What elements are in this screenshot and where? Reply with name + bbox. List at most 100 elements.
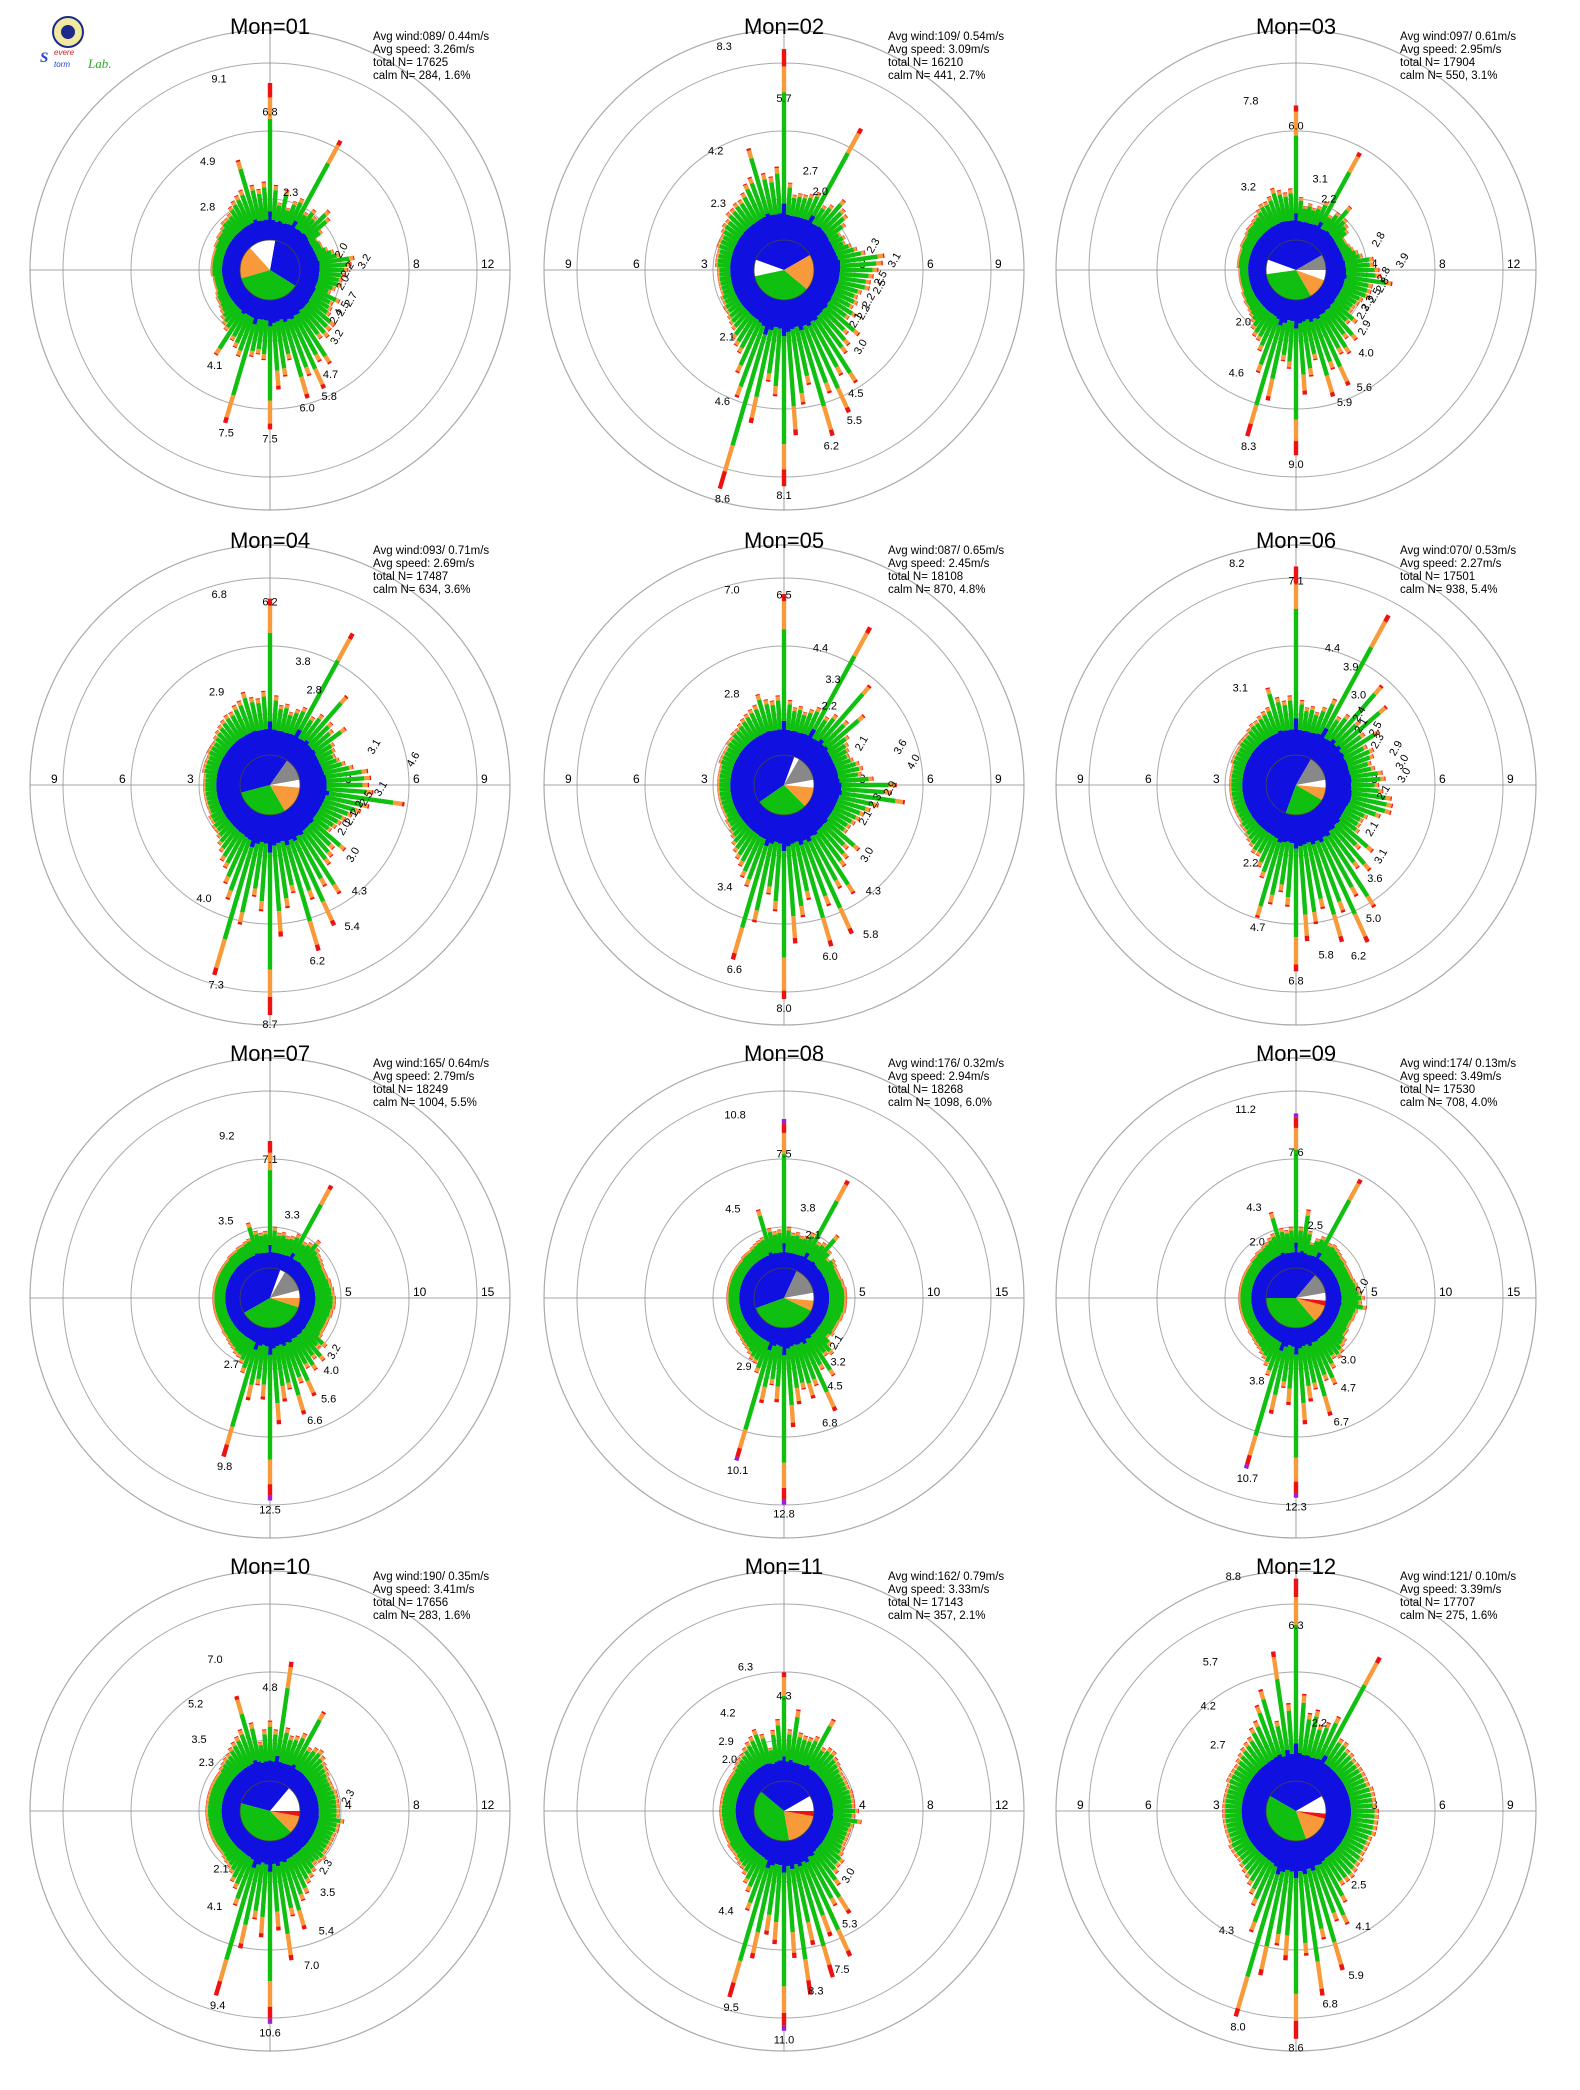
rose-bar-segment [1239,1845,1257,1861]
rose-bar-segment [1377,770,1382,776]
rose-bar-segment [726,1778,731,1784]
bar-value-label: 7.5 [219,428,234,440]
rose-bar-segment [295,1310,311,1322]
rose-bar-segment [1252,1865,1278,1923]
rose-bar-segment [208,1786,211,1791]
ring-label-left: 9 [51,772,58,786]
rose-bar-segment [330,1780,333,1785]
rose-bar-segment [348,255,354,261]
panel-stat-line: calm N= 275, 1.6% [1400,1610,1497,1622]
rose-bar-segment [768,298,780,331]
rose-bar-segment [1274,1324,1286,1341]
rose-bar-segment [731,325,737,331]
rose-bar-segment [739,750,762,769]
rose-bar-segment [259,814,268,843]
rose-bar-segment [1279,841,1290,885]
rose-bar-segment [1324,201,1330,204]
rose-bar-segment [722,801,735,810]
rose-bar-segment [781,957,787,991]
rose-bar-segment [1267,1320,1280,1336]
bar-value-label: 2.7 [1210,1739,1225,1751]
rose-bar-segment [220,719,226,725]
ring-label-right: 15 [1507,1285,1521,1299]
rose-bar-segment [732,1852,736,1856]
rose-bar-segment [838,1316,843,1322]
rose-bar-segment [734,1265,739,1270]
rose-bar-segment [1241,1315,1245,1321]
rose-bar-segment [756,699,771,732]
rose-bar-segment [241,1340,256,1369]
bar-value-label: 8.8 [1226,1571,1241,1583]
rose-bar-segment [255,813,266,845]
rose-bar-segment [1250,324,1257,330]
rose-bar-segment [792,1254,802,1271]
rose-bar-segment [1362,1305,1367,1311]
rose-bar-segment [284,1341,302,1378]
rose-bar-segment [237,1728,243,1732]
rose-bar-segment [730,208,736,214]
rose-bar-segment [736,1261,740,1266]
rose-bar-segment [285,208,291,211]
rose-bar-segment [222,1261,226,1266]
rose-bar-segment [1252,1337,1257,1342]
rose-bar-segment [843,1775,847,1780]
bar-value-label: 4.4 [813,643,828,655]
rose-bar-segment [837,279,866,290]
rose-bar-segment [235,1246,240,1249]
rose-bar-segment [1293,964,1299,972]
rose-bar-segment [300,1752,322,1775]
rose-bar-segment [312,1869,317,1873]
rose-bar-segment [726,1829,741,1839]
rose-bar-segment [284,898,290,907]
rose-bar-segment [222,320,228,325]
rose-bar-segment [848,303,854,310]
rose-bar-segment [310,241,321,249]
bar-value-label: 3.5 [218,1215,233,1227]
rose-bar-segment [1358,1291,1362,1296]
rose-bar-segment [1332,698,1338,702]
rose-bar-segment [796,728,817,760]
rose-bar-segment [240,1246,251,1260]
rose-bar-segment [267,1459,273,1485]
rose-bar-segment [1284,1233,1292,1254]
rose-bar-segment [824,1391,836,1408]
rose-bar-segment [298,1242,319,1265]
rose-bar-segment [1351,1866,1358,1873]
rose-bar-segment [284,227,299,246]
rose-bar-segment [305,1841,324,1859]
rose-bar-segment [720,1804,723,1809]
rose-bar-segment [314,1747,319,1751]
rose-bar-segment [1262,1247,1274,1262]
rose-bar-segment [1257,211,1272,230]
panel-title: Mon=04 [230,528,310,553]
rose-bar-segment [826,816,846,832]
rose-bar-segment [1230,1849,1234,1854]
rose-bar-segment [806,1827,825,1843]
rose-bar-segment [263,728,271,756]
rose-bar-segment [806,1200,839,1255]
rose-bar-segment [726,316,731,320]
rose-bar-segment [1348,243,1351,248]
rose-bar-segment [757,1215,773,1253]
rose-bar-segment [1353,337,1358,341]
rose-bar-segment [743,1349,771,1431]
rose-bar-segment [230,804,251,825]
rose-bar-segment [1285,897,1291,905]
rose-bar-segment [826,1308,842,1317]
rose-bar-segment [826,1334,830,1339]
rose-bar-segment [1367,295,1371,300]
rose-bar-segment [267,632,273,722]
rose-bar-segment [306,1747,312,1753]
rose-bar-segment [752,1319,766,1334]
rose-bar-segment [354,807,361,814]
rose-bar-segment [1293,1624,1299,1744]
rose-bar-segment [727,1283,729,1288]
rose-bar-segment [320,758,338,769]
rose-bar-segment [1260,1335,1274,1352]
rose-bar-segment [824,1353,829,1357]
rose-bar-segment [843,1842,847,1847]
rose-bar-segment [216,287,228,296]
rose-bar-segment [1367,283,1373,289]
rose-bar-segment [717,248,721,254]
rose-bar-segment [1231,1835,1250,1848]
